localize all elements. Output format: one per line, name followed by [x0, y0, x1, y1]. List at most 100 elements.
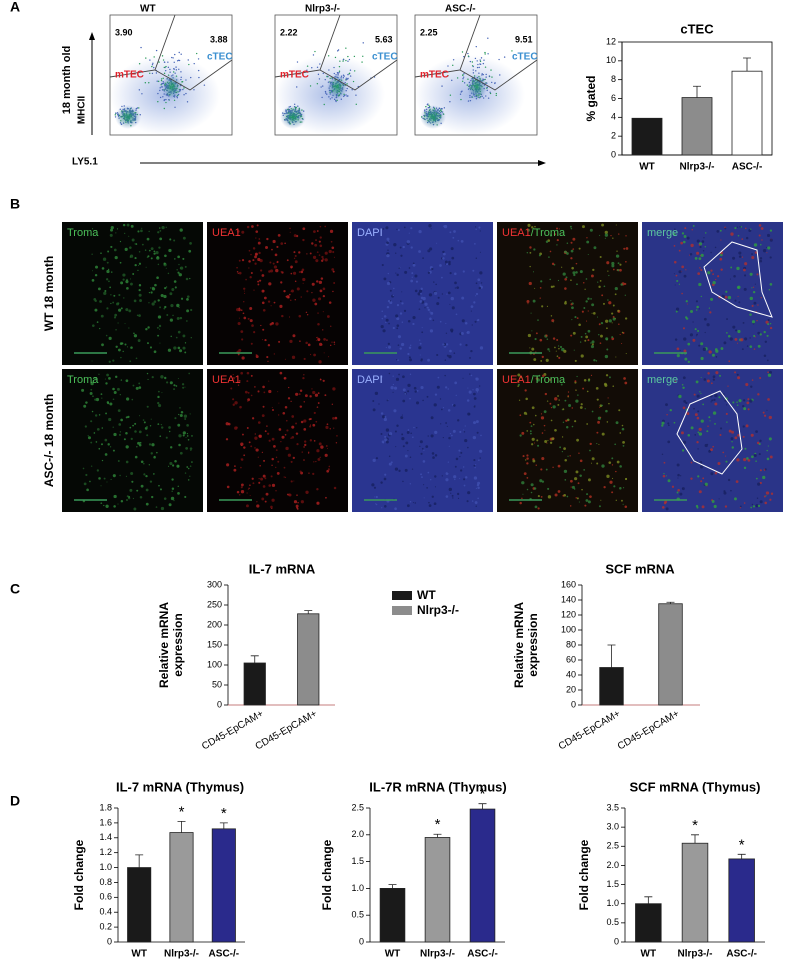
- speck: [163, 294, 167, 299]
- speck: [721, 294, 724, 297]
- speck: [320, 445, 324, 449]
- speck: [549, 234, 553, 237]
- speck: [550, 315, 553, 317]
- event-dot: [485, 95, 487, 97]
- event-dot: [462, 76, 465, 78]
- speck: [717, 275, 720, 278]
- speck: [702, 347, 707, 352]
- speck: [673, 421, 676, 424]
- speck: [131, 480, 134, 483]
- speck: [477, 278, 481, 282]
- y-tick-label: 0.4: [99, 907, 112, 917]
- speck: [531, 330, 533, 332]
- speck: [570, 257, 573, 260]
- speck: [303, 401, 305, 403]
- speck: [625, 247, 629, 250]
- speck: [249, 307, 253, 311]
- speck: [615, 499, 617, 501]
- outline: [703, 241, 773, 318]
- speck: [526, 228, 530, 232]
- speck: [159, 488, 162, 491]
- speck: [94, 398, 97, 401]
- speck: [179, 413, 183, 417]
- event-dot: [349, 75, 352, 77]
- speck: [95, 397, 100, 402]
- speck: [189, 277, 191, 280]
- significance-mark: *: [480, 786, 486, 803]
- speck: [567, 391, 570, 393]
- speck: [247, 400, 249, 402]
- speck: [237, 321, 241, 326]
- speck: [680, 431, 684, 435]
- speck: [332, 417, 335, 420]
- speck: [598, 443, 600, 445]
- event-dot: [306, 65, 309, 67]
- speck: [247, 391, 250, 394]
- speck: [431, 452, 435, 455]
- speck: [331, 246, 335, 250]
- speck: [148, 464, 150, 466]
- y-tick-label: 300: [207, 579, 222, 589]
- speck: [752, 290, 756, 294]
- speck: [554, 428, 557, 432]
- speck: [591, 462, 593, 464]
- event-dot: [181, 81, 184, 83]
- speck: [303, 446, 305, 448]
- speck: [230, 387, 233, 390]
- speck: [395, 446, 397, 448]
- speck: [302, 227, 306, 231]
- speck: [108, 377, 111, 380]
- speck: [100, 314, 104, 318]
- speck: [237, 384, 240, 386]
- speck: [718, 498, 720, 500]
- speck: [188, 372, 190, 375]
- speck: [298, 314, 302, 318]
- event-dot: [475, 70, 477, 72]
- x-tick-label: ASC-/-: [732, 162, 763, 173]
- speck: [262, 405, 265, 408]
- speck: [734, 497, 737, 501]
- speck: [416, 427, 418, 429]
- speck: [744, 227, 747, 230]
- speck: [736, 266, 740, 271]
- speck: [316, 280, 319, 283]
- speck: [704, 246, 707, 248]
- speck: [278, 402, 280, 404]
- speck: [307, 343, 311, 347]
- speck: [699, 461, 703, 464]
- speck: [697, 272, 701, 276]
- event-dot: [185, 79, 187, 81]
- speck: [734, 436, 738, 440]
- speck: [383, 417, 387, 422]
- speck: [678, 249, 681, 252]
- speck: [157, 390, 160, 393]
- speck: [291, 355, 296, 359]
- speck: [470, 310, 472, 312]
- speck: [606, 348, 609, 351]
- speck: [423, 484, 425, 486]
- event-dot: [361, 61, 363, 63]
- speck: [564, 277, 568, 281]
- speck: [255, 355, 259, 359]
- speck: [319, 244, 323, 248]
- speck: [332, 250, 335, 254]
- speck: [393, 243, 397, 247]
- speck: [758, 224, 762, 227]
- speck: [525, 459, 527, 461]
- speck: [393, 287, 395, 290]
- speck: [277, 414, 280, 416]
- speck: [586, 240, 590, 244]
- speck: [756, 497, 759, 499]
- speck: [694, 434, 697, 436]
- speck: [91, 360, 93, 362]
- speck: [246, 426, 249, 429]
- speck: [388, 432, 393, 436]
- speck: [266, 425, 268, 427]
- speck: [603, 382, 607, 386]
- speck: [463, 431, 466, 433]
- speck: [154, 283, 157, 287]
- event-dot: [320, 86, 322, 88]
- speck: [464, 438, 468, 443]
- speck: [268, 389, 272, 394]
- speck: [751, 320, 756, 324]
